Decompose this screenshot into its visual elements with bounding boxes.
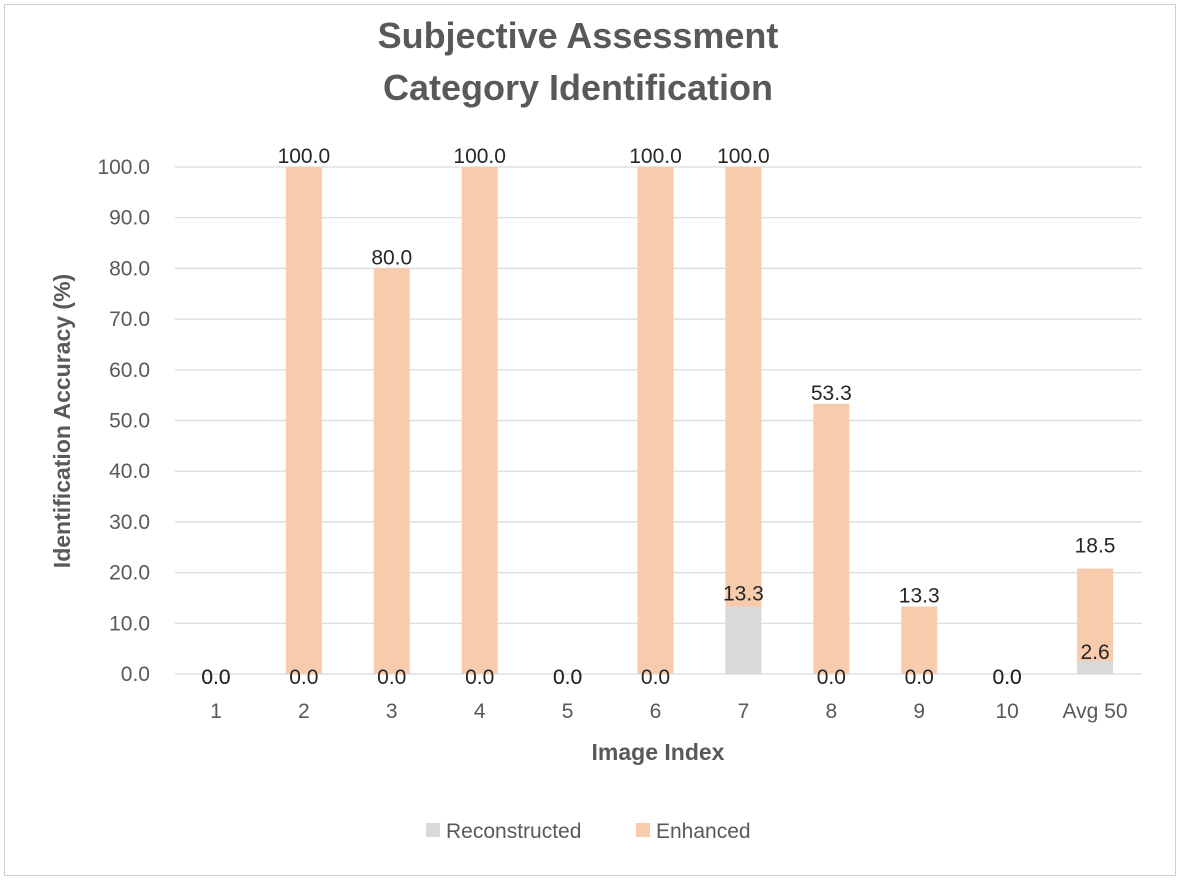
y-tick-label: 20.0 [109,562,150,585]
data-label-reconstructed: 13.3 [723,583,764,606]
data-label-enhanced: 53.3 [811,382,852,405]
chart-title: Subjective Assessment Category Identific… [378,15,779,108]
bar-enhanced [285,167,322,674]
data-label-reconstructed: 0.0 [377,666,406,689]
y-tick-label: 30.0 [109,511,150,534]
data-label-reconstructed: 0.0 [641,666,670,689]
data-label-enhanced: 100.0 [453,145,506,168]
y-tick-label: 0.0 [121,663,150,686]
x-tick-label: 3 [386,700,398,723]
y-tick-label: 70.0 [109,308,150,331]
x-tick-label: 8 [825,700,837,723]
bar-enhanced [725,167,762,674]
data-label-reconstructed: 0.0 [905,666,934,689]
data-label-enhanced: 100.0 [717,145,770,168]
x-axis-title: Image Index [592,739,725,765]
data-label-reconstructed: 0.0 [553,666,582,689]
data-label-enhanced: 100.0 [278,145,331,168]
bar-enhanced [373,268,410,674]
bar-enhanced [813,403,850,674]
data-label-reconstructed: 0.0 [465,666,494,689]
x-axis-ticks: 1 2 3 4 5 6 7 8 9 10 Avg 50 [210,700,1127,723]
legend-swatch-enhanced [636,823,650,837]
legend: Reconstructed Enhanced [426,820,751,843]
data-label-reconstructed: 0.0 [817,666,846,689]
bar-enhanced [1077,568,1114,674]
x-tick-label: 2 [298,700,310,723]
y-tick-label: 80.0 [109,257,150,280]
data-label-reconstructed: 0.0 [993,666,1022,689]
chart-title-line-2: Category Identification [383,67,773,108]
x-tick-label: Avg 50 [1063,700,1128,723]
y-tick-label: 50.0 [109,410,150,433]
data-label-reconstructed: 0.0 [289,666,318,689]
x-tick-label: 10 [995,700,1018,723]
data-labels: 0.0 100.0 80.0 100.0 0.0 100.0 100.0 53.3 13.3 0.… [201,145,1115,689]
x-tick-label: 1 [210,700,222,723]
x-tick-label: 4 [474,700,486,723]
x-tick-label: 5 [562,700,574,723]
data-label-enhanced: 13.3 [899,585,940,608]
bar-reconstructed [1077,660,1114,674]
y-tick-label: 10.0 [109,612,150,635]
data-label-reconstructed: 2.6 [1080,641,1109,664]
legend-label-reconstructed: Reconstructed [446,820,581,843]
legend-label-enhanced: Enhanced [656,820,751,843]
y-axis-ticks: 0.0 10.0 20.0 30.0 40.0 50.0 60.0 70.0 80.0 90.0 1… [97,156,150,686]
bar-reconstructed [725,606,762,674]
x-tick-label: 9 [913,700,925,723]
y-tick-label: 40.0 [109,460,150,483]
y-axis-title: Identification Accuracy (%) [49,274,75,568]
bar-enhanced [461,167,498,674]
x-tick-label: 7 [738,700,750,723]
data-label-enhanced: 18.5 [1075,535,1116,558]
data-label-enhanced: 0.0 [201,666,230,689]
bar-enhanced [901,606,938,674]
data-label-enhanced: 80.0 [371,246,412,269]
y-tick-label: 100.0 [97,156,150,179]
data-label-enhanced: 0.0 [993,666,1022,689]
data-label-enhanced: 0.0 [553,666,582,689]
x-tick-label: 6 [650,700,662,723]
data-label-reconstructed: 0.0 [201,666,230,689]
y-tick-label: 60.0 [109,359,150,382]
data-label-enhanced: 100.0 [629,145,682,168]
chart-frame [4,4,1176,876]
bar-enhanced [637,167,674,674]
chart-title-line-1: Subjective Assessment [378,15,779,56]
bars [285,167,1114,674]
legend-swatch-reconstructed [426,823,440,837]
y-tick-label: 90.0 [109,207,150,230]
